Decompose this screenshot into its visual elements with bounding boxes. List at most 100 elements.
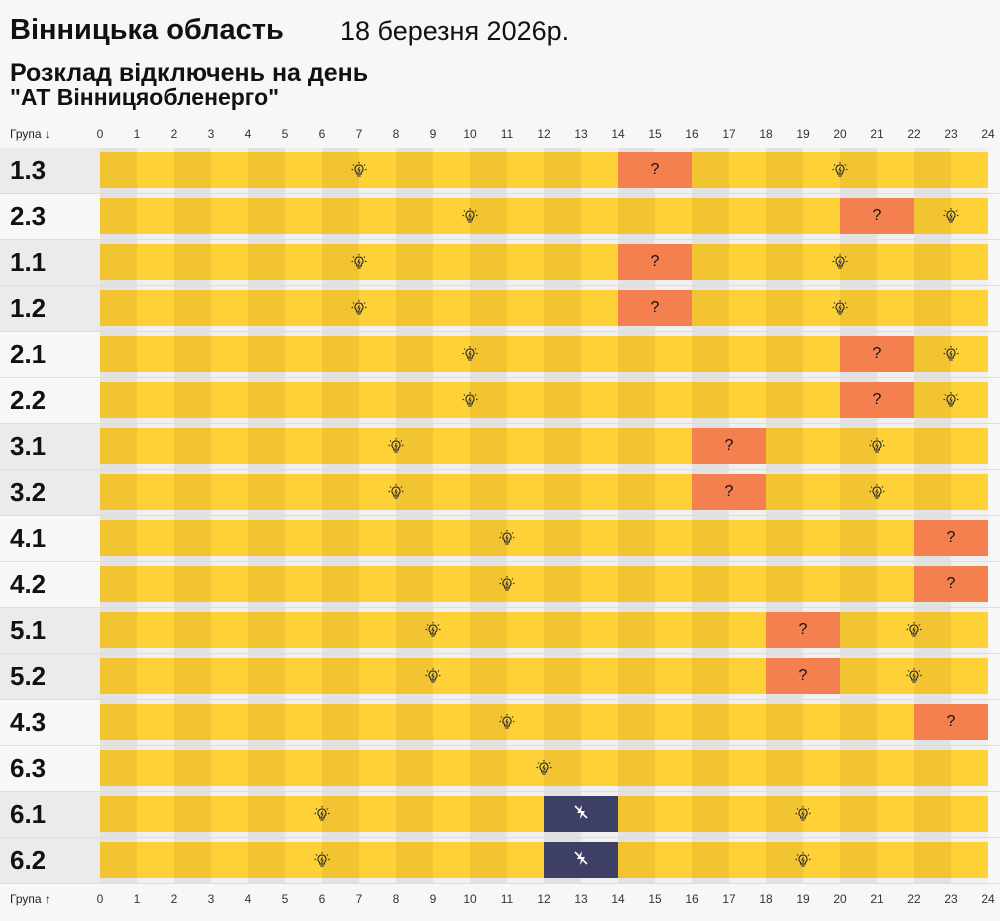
hour-cell[interactable]: [100, 244, 137, 280]
hour-cell[interactable]: [692, 704, 729, 740]
hour-cell[interactable]: [248, 750, 285, 786]
hour-cell[interactable]: [433, 152, 470, 188]
possible-outage-segment[interactable]: ?: [766, 658, 840, 694]
hour-cell[interactable]: [285, 566, 322, 602]
hour-cell[interactable]: [137, 290, 174, 326]
hour-cell[interactable]: [803, 382, 840, 418]
hour-cell[interactable]: [618, 336, 655, 372]
hour-cell[interactable]: [322, 658, 359, 694]
hour-cell[interactable]: [692, 198, 729, 234]
hour-cell[interactable]: [285, 290, 322, 326]
hour-cell[interactable]: [766, 336, 803, 372]
hour-cell[interactable]: [322, 704, 359, 740]
hour-cell[interactable]: [285, 198, 322, 234]
hour-cell[interactable]: [655, 658, 692, 694]
hour-cell[interactable]: [655, 796, 692, 832]
hour-cell[interactable]: [322, 474, 359, 510]
hour-cell[interactable]: [840, 566, 877, 602]
hour-cell[interactable]: [174, 290, 211, 326]
hour-cell[interactable]: [248, 290, 285, 326]
hour-cell[interactable]: [137, 750, 174, 786]
hour-cell[interactable]: [692, 612, 729, 648]
hour-cell[interactable]: [396, 704, 433, 740]
hour-cell[interactable]: [359, 704, 396, 740]
hour-cell[interactable]: [100, 704, 137, 740]
hour-cell[interactable]: [433, 244, 470, 280]
hour-cell[interactable]: [655, 336, 692, 372]
possible-outage-segment[interactable]: ?: [618, 244, 692, 280]
hour-cell[interactable]: [174, 658, 211, 694]
hour-cell[interactable]: [322, 750, 359, 786]
hour-cell[interactable]: [507, 474, 544, 510]
hour-cell[interactable]: [544, 428, 581, 464]
hour-cell[interactable]: [729, 520, 766, 556]
possible-outage-segment[interactable]: ?: [618, 290, 692, 326]
hour-cell[interactable]: [433, 842, 470, 878]
hour-cell[interactable]: [507, 244, 544, 280]
hour-cell[interactable]: [766, 152, 803, 188]
hour-cell[interactable]: [766, 244, 803, 280]
hour-cell[interactable]: [951, 612, 988, 648]
hour-cell[interactable]: [618, 704, 655, 740]
hour-cell[interactable]: [729, 152, 766, 188]
hour-cell[interactable]: [433, 566, 470, 602]
hour-cell[interactable]: [285, 244, 322, 280]
hour-cell[interactable]: [248, 244, 285, 280]
hour-cell[interactable]: [877, 152, 914, 188]
hour-cell[interactable]: [803, 198, 840, 234]
hour-cell[interactable]: [137, 428, 174, 464]
hour-cell[interactable]: [359, 658, 396, 694]
hour-cell[interactable]: [692, 290, 729, 326]
hour-cell[interactable]: [729, 566, 766, 602]
hour-cell[interactable]: [544, 566, 581, 602]
hour-cell[interactable]: [729, 658, 766, 694]
hour-cell[interactable]: [433, 520, 470, 556]
hour-cell[interactable]: [766, 704, 803, 740]
hour-cell[interactable]: [470, 750, 507, 786]
hour-cell[interactable]: [359, 566, 396, 602]
hour-cell[interactable]: [174, 750, 211, 786]
hour-cell[interactable]: [729, 842, 766, 878]
hour-cell[interactable]: [914, 244, 951, 280]
hour-cell[interactable]: [914, 796, 951, 832]
hour-cell[interactable]: [211, 566, 248, 602]
hour-cell[interactable]: [137, 244, 174, 280]
hour-cell[interactable]: [100, 336, 137, 372]
hour-cell[interactable]: [100, 612, 137, 648]
hour-cell[interactable]: [803, 520, 840, 556]
hour-cell[interactable]: [840, 796, 877, 832]
hour-cell[interactable]: [285, 750, 322, 786]
hour-cell[interactable]: [766, 474, 803, 510]
hour-cell[interactable]: [692, 382, 729, 418]
hour-cell[interactable]: [137, 842, 174, 878]
hour-cell[interactable]: [729, 290, 766, 326]
hour-cell[interactable]: [766, 290, 803, 326]
hour-cell[interactable]: [914, 290, 951, 326]
hour-cell[interactable]: [655, 704, 692, 740]
hour-cell[interactable]: [581, 704, 618, 740]
hour-cell[interactable]: [840, 612, 877, 648]
hour-cell[interactable]: [137, 704, 174, 740]
hour-cell[interactable]: [766, 428, 803, 464]
hour-cell[interactable]: [285, 474, 322, 510]
hour-cell[interactable]: [137, 152, 174, 188]
hour-cell[interactable]: [729, 796, 766, 832]
hour-cell[interactable]: [655, 566, 692, 602]
hour-cell[interactable]: [100, 566, 137, 602]
hour-cell[interactable]: [100, 750, 137, 786]
hour-cell[interactable]: [544, 704, 581, 740]
possible-outage-segment[interactable]: ?: [840, 336, 914, 372]
hour-cell[interactable]: [174, 382, 211, 418]
hour-cell[interactable]: [285, 704, 322, 740]
hour-cell[interactable]: [100, 198, 137, 234]
hour-cell[interactable]: [803, 566, 840, 602]
hour-cell[interactable]: [803, 704, 840, 740]
hour-cell[interactable]: [581, 658, 618, 694]
hour-cell[interactable]: [951, 428, 988, 464]
hour-cell[interactable]: [581, 336, 618, 372]
hour-cell[interactable]: [840, 842, 877, 878]
hour-cell[interactable]: [507, 152, 544, 188]
hour-cell[interactable]: [877, 566, 914, 602]
hour-cell[interactable]: [581, 152, 618, 188]
hour-cell[interactable]: [322, 566, 359, 602]
